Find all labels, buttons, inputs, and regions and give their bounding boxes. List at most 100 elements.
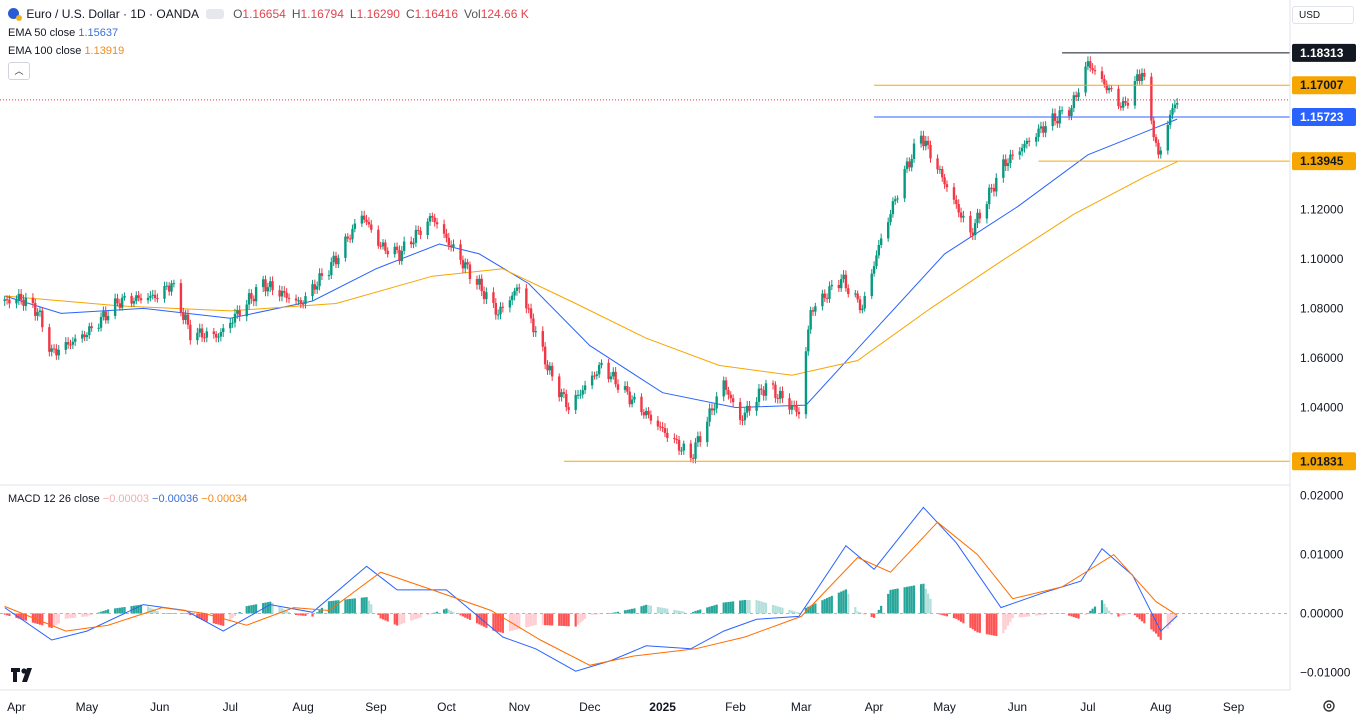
candle: [985, 204, 989, 219]
candle: [236, 310, 239, 314]
macd-histogram-bar: [710, 606, 714, 614]
price-pane[interactable]: [0, 52, 1290, 464]
candle: [334, 255, 338, 265]
macd-histogram-bar: [985, 613, 988, 635]
candle: [614, 371, 617, 385]
candle: [1011, 154, 1014, 156]
candle: [1042, 126, 1045, 133]
candle: [64, 342, 67, 350]
macd-histogram-bar: [419, 613, 422, 618]
candle: [205, 331, 208, 338]
macd-histogram-bar: [17, 613, 20, 619]
candle: [731, 398, 735, 403]
time-axis-label: Jul: [223, 700, 238, 714]
candle: [952, 187, 956, 200]
macd-histogram-bar: [1072, 613, 1075, 618]
candle: [609, 376, 613, 380]
candle: [1074, 95, 1078, 98]
ema100-value: 1.13919: [84, 45, 125, 57]
macd-histogram-bar: [170, 613, 173, 614]
macd-histogram-bar: [1023, 613, 1026, 617]
candle: [910, 158, 913, 168]
candle: [938, 169, 942, 171]
candle: [511, 295, 514, 301]
macd-histogram-bar: [67, 613, 70, 619]
macd-histogram-bar: [414, 613, 418, 620]
currency-select[interactable]: USD: [1292, 6, 1354, 24]
candle: [351, 228, 354, 240]
macd-histogram-bar: [393, 613, 396, 625]
candle: [88, 326, 91, 336]
candle: [1086, 61, 1090, 67]
candle: [1126, 102, 1130, 106]
candle: [1006, 163, 1010, 167]
candle: [1133, 81, 1137, 106]
candle: [499, 306, 502, 315]
macd-histogram-bar: [1089, 610, 1092, 614]
candle: [52, 348, 56, 350]
candle: [647, 410, 650, 415]
ema50-legend[interactable]: EMA 50 close 1.15637: [8, 26, 118, 40]
ema100-legend[interactable]: EMA 100 close 1.13919: [8, 44, 124, 58]
candle: [1119, 106, 1123, 108]
candle: [793, 405, 796, 407]
macd-histogram-bar: [562, 613, 566, 627]
candle: [475, 279, 479, 285]
settings-gear-icon[interactable]: [1322, 699, 1336, 713]
macd-histogram-bar: [924, 588, 927, 614]
collapse-legend-button[interactable]: ︿: [8, 62, 30, 80]
candle: [414, 229, 418, 243]
macd-histogram-bar: [478, 613, 481, 625]
macd-histogram-bar: [271, 602, 274, 614]
candle: [675, 439, 678, 441]
macd-legend[interactable]: MACD 12 26 close −0.00003 −0.00036 −0.00…: [8, 492, 247, 506]
candle: [482, 291, 486, 300]
candle: [445, 233, 448, 238]
macd-histogram-bar: [466, 613, 469, 619]
candle: [318, 273, 321, 287]
candle: [1171, 108, 1174, 115]
candle: [367, 222, 371, 225]
candle: [123, 295, 126, 298]
macd-histogram-bar: [219, 613, 222, 626]
macd-histogram-bar: [452, 611, 455, 614]
macd-histogram-bar: [146, 606, 150, 614]
candle: [137, 295, 140, 299]
candle: [708, 408, 711, 422]
macd-histogram-bar: [743, 599, 746, 614]
candle: [856, 293, 859, 300]
candle: [886, 222, 890, 239]
time-axis-label: Feb: [725, 700, 746, 714]
macd-histogram-bar: [889, 589, 892, 614]
candle: [57, 349, 60, 356]
candle: [814, 306, 817, 312]
candle: [581, 390, 584, 395]
candle: [48, 327, 51, 352]
macd-histogram-bar: [666, 608, 669, 614]
ohlc-item: C1.16416: [406, 7, 458, 21]
candle: [781, 391, 784, 399]
visibility-toggle-icon[interactable]: [205, 9, 224, 19]
candle: [988, 187, 991, 205]
macd-histogram-bar: [959, 613, 963, 622]
candle: [468, 264, 472, 280]
macd-histogram-bar: [591, 613, 594, 615]
macd-histogram-bar: [381, 613, 385, 620]
macd-histogram-bar: [311, 613, 314, 617]
macd-histogram-bar: [579, 613, 582, 623]
macd-histogram-bar: [396, 613, 399, 626]
macd-histogram-bar: [1053, 613, 1057, 614]
macd-histogram-bar: [748, 600, 751, 614]
candle: [384, 242, 387, 251]
macd-pane[interactable]: [0, 506, 1290, 672]
macd-histogram-bar: [995, 613, 998, 637]
candle: [929, 145, 932, 159]
candle: [957, 204, 960, 213]
candle: [1067, 110, 1071, 117]
candle: [1152, 120, 1155, 138]
macd-histogram-bar: [245, 606, 248, 614]
candle: [1025, 140, 1029, 144]
candle: [179, 283, 183, 313]
macd-histogram-bar: [132, 605, 136, 614]
